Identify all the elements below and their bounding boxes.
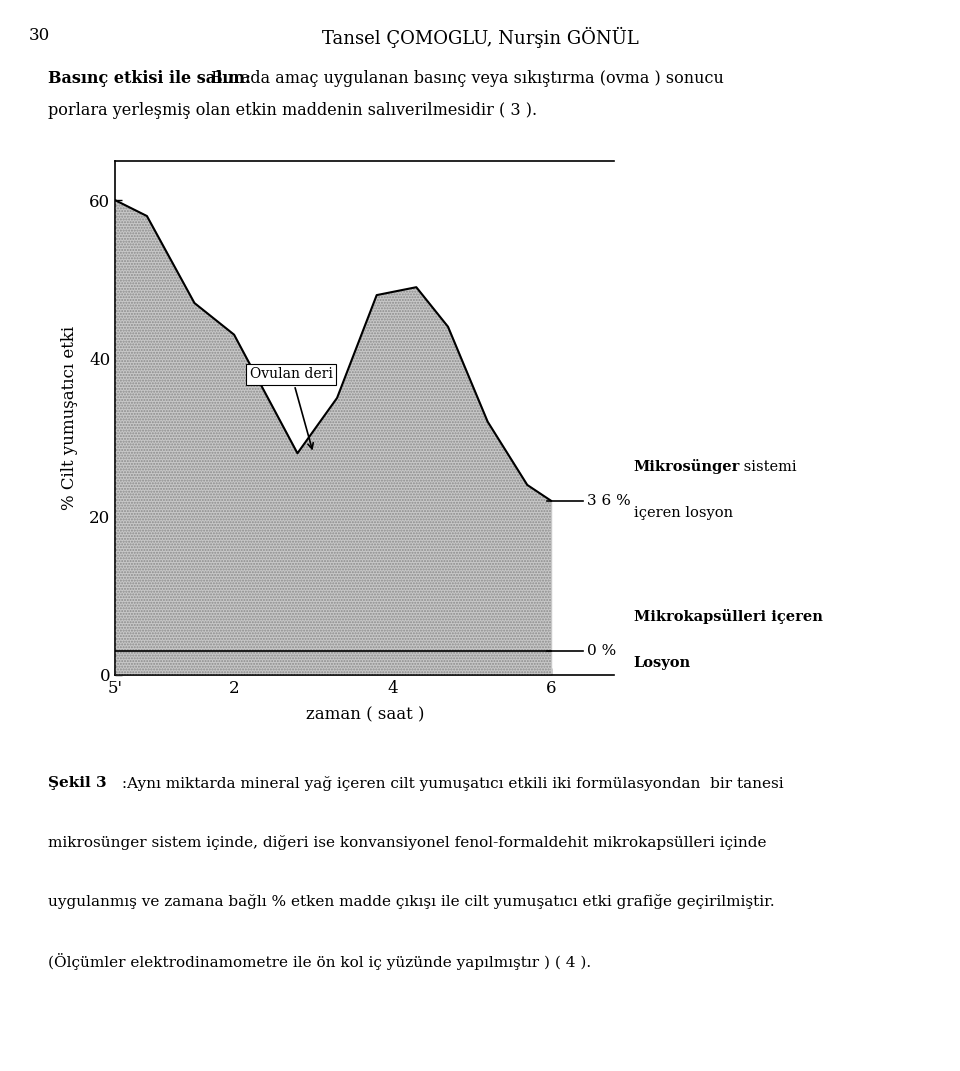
Text: Tansel ÇOMOGLU, Nurşin GÖNÜL: Tansel ÇOMOGLU, Nurşin GÖNÜL	[322, 27, 638, 48]
Text: 3 6 %: 3 6 %	[587, 494, 631, 508]
Text: uygulanmış ve zamana bağlı % etken madde çıkışı ile cilt yumuşatıcı etki grafiğe: uygulanmış ve zamana bağlı % etken madde…	[48, 894, 775, 909]
Text: Mikrosünger: Mikrosünger	[634, 459, 740, 474]
Text: Basınç etkisi ile salım:: Basınç etkisi ile salım:	[48, 70, 251, 87]
Text: Şekil 3: Şekil 3	[48, 776, 107, 790]
Text: zaman ( saat ): zaman ( saat )	[305, 707, 424, 724]
Y-axis label: % Cilt yumuşatıcı etki: % Cilt yumuşatıcı etki	[61, 326, 78, 510]
Text: Ovulan deri: Ovulan deri	[250, 367, 333, 449]
Text: :Aynı miktarda mineral yağ içeren cilt yumuşatıcı etkili iki formülasyondan  bir: :Aynı miktarda mineral yağ içeren cilt y…	[117, 776, 783, 791]
Text: Burada amaç uygulanan basınç veya sıkıştırma (ovma ) sonucu: Burada amaç uygulanan basınç veya sıkışt…	[211, 70, 724, 87]
Text: sistemi: sistemi	[739, 459, 797, 474]
Text: (Ölçümler elektrodinamometre ile ön kol iç yüzünde yapılmıştır ) ( 4 ).: (Ölçümler elektrodinamometre ile ön kol …	[48, 953, 591, 970]
Text: porlara yerleşmiş olan etkin maddenin salıverilmesidir ( 3 ).: porlara yerleşmiş olan etkin maddenin sa…	[48, 102, 538, 119]
Text: mikrosünger sistem içinde, diğeri ise konvansiyonel fenol-formaldehit mikrokapsü: mikrosünger sistem içinde, diğeri ise ko…	[48, 835, 766, 850]
Text: içeren losyon: içeren losyon	[634, 507, 732, 521]
Text: Mikrokapsülleri içeren: Mikrokapsülleri içeren	[634, 609, 823, 624]
Text: 0 %: 0 %	[587, 644, 616, 658]
Text: Losyon: Losyon	[634, 657, 691, 670]
Text: 30: 30	[29, 27, 50, 44]
